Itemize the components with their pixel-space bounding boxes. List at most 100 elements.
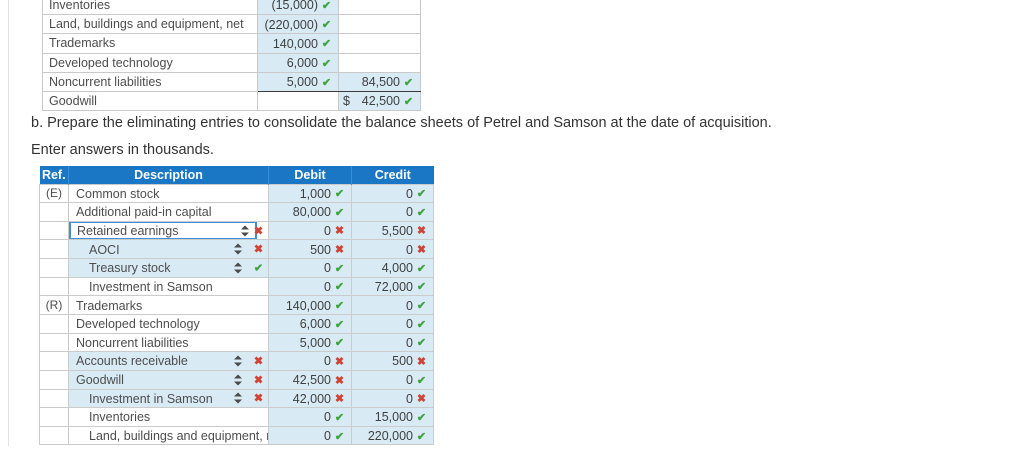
correct-icon: ✔ xyxy=(334,262,345,275)
table-row: Inventories (15,000) ✔ xyxy=(42,0,421,16)
dropdown-spinner-icon xyxy=(233,374,242,386)
amount-cell-empty xyxy=(338,14,421,35)
credit-input[interactable]: 5,500 ✖ xyxy=(351,220,434,241)
credit-input[interactable]: 0 ✔ xyxy=(351,295,434,315)
amount-input[interactable]: (220,000) ✔ xyxy=(257,14,339,35)
ref-cell xyxy=(39,276,69,297)
account-label: Land, buildings and equipment, net xyxy=(68,425,269,446)
ref-cell: (E) xyxy=(39,183,69,204)
account-label: Developed technology xyxy=(68,313,269,334)
correct-icon: ✔ xyxy=(334,281,345,294)
debit-input[interactable]: 140,000 ✔ xyxy=(268,295,352,315)
credit-input[interactable]: 0 ✔ xyxy=(351,183,434,204)
debit-input[interactable]: 0 ✔ xyxy=(268,425,352,446)
credit-input[interactable]: 0 ✔ xyxy=(351,313,434,334)
account-label: Investment in Samson xyxy=(68,276,269,297)
correct-icon: ✔ xyxy=(416,262,427,275)
debit-input[interactable]: 0 ✖ xyxy=(268,220,352,241)
credit-input[interactable]: 0 ✖ xyxy=(351,239,434,260)
ref-cell xyxy=(39,388,69,409)
account-select[interactable]: Investment in Samson ✖ xyxy=(68,388,269,409)
header-description: Description xyxy=(68,166,269,184)
debit-input[interactable]: 0 ✔ xyxy=(268,258,352,278)
table-row: Treasury stock ✔ 0 ✔ 4,000 ✔ xyxy=(39,258,434,278)
debit-input[interactable]: 500 ✖ xyxy=(268,239,352,260)
table-row: Developed technology 6,000 ✔ xyxy=(42,52,421,73)
correct-icon: ✔ xyxy=(416,411,427,424)
correct-icon: ✔ xyxy=(416,430,427,443)
table-row: Retained earnings ✖ 0 ✖ 5,500 ✖ xyxy=(39,220,434,241)
correct-icon: ✔ xyxy=(334,430,345,443)
credit-input[interactable]: 0 ✔ xyxy=(351,202,434,222)
incorrect-icon: ✖ xyxy=(253,243,264,256)
amount-input[interactable]: 6,000 ✔ xyxy=(257,52,339,73)
account-select[interactable]: Goodwill ✖ xyxy=(68,369,269,390)
debit-input[interactable]: 1,000 ✔ xyxy=(268,183,352,204)
dropdown-spinner-icon xyxy=(233,243,242,255)
table-row: Trademarks 140,000 ✔ xyxy=(42,33,421,54)
amount-input[interactable]: 84,500 ✔ xyxy=(338,71,421,92)
table-row: Developed technology 6,000 ✔ 0 ✔ xyxy=(39,313,434,334)
correct-icon: ✔ xyxy=(416,281,427,294)
credit-input[interactable]: 4,000 ✔ xyxy=(351,258,434,278)
incorrect-icon: ✖ xyxy=(416,393,427,406)
table-row: Land, buildings and equipment, net 0 ✔ 22… xyxy=(39,425,434,446)
incorrect-icon: ✖ xyxy=(253,392,264,405)
account-dropdown-focused[interactable]: Retained earnings xyxy=(69,222,257,239)
credit-input[interactable]: 0 ✔ xyxy=(351,369,434,390)
amount-input[interactable]: 5,000 ✔ xyxy=(257,71,339,92)
table-row: Investment in Samson ✖ 42,000 ✖ 0 ✖ xyxy=(39,388,434,409)
instruction-part-b: b. Prepare the eliminating entries to co… xyxy=(31,115,772,131)
ref-cell xyxy=(39,369,69,390)
account-select[interactable]: Retained earnings ✖ xyxy=(68,220,269,241)
account-select[interactable]: Accounts receivable ✖ xyxy=(68,351,269,371)
credit-input[interactable]: 15,000 ✔ xyxy=(351,407,434,427)
incorrect-icon: ✖ xyxy=(334,393,345,406)
table-row: Inventories 0 ✔ 15,000 ✔ xyxy=(39,407,434,427)
credit-input[interactable]: 0 ✔ xyxy=(351,332,434,353)
table-row: Additional paid-in capital 80,000 ✔ 0 ✔ xyxy=(39,202,434,222)
correct-icon: ✔ xyxy=(253,262,264,275)
amount-input[interactable]: $42,500 ✔ xyxy=(338,90,421,112)
debit-input[interactable]: 42,500 ✖ xyxy=(268,369,352,390)
debit-input[interactable]: 42,000 ✖ xyxy=(268,388,352,409)
debit-input[interactable]: 0 ✔ xyxy=(268,276,352,297)
debit-input[interactable]: 80,000 ✔ xyxy=(268,202,352,222)
amount-cell-empty xyxy=(338,0,421,16)
correct-icon: ✔ xyxy=(416,188,427,201)
credit-input[interactable]: 0 ✖ xyxy=(351,388,434,409)
table-row: Goodwill ✖ 42,500 ✖ 0 ✔ xyxy=(39,369,434,390)
ref-cell xyxy=(39,313,69,334)
panel-left-border xyxy=(8,0,9,446)
incorrect-icon: ✖ xyxy=(416,355,427,368)
ref-cell xyxy=(39,407,69,427)
dropdown-spinner-icon xyxy=(233,392,242,404)
credit-input[interactable]: 220,000 ✔ xyxy=(351,425,434,446)
correct-icon: ✔ xyxy=(416,374,427,387)
correct-icon: ✔ xyxy=(334,411,345,424)
correct-icon: ✔ xyxy=(334,206,345,219)
header-credit: Credit xyxy=(351,166,434,184)
account-select[interactable]: AOCI ✖ xyxy=(68,239,269,260)
account-label: Goodwill xyxy=(42,90,258,112)
correct-icon: ✔ xyxy=(416,318,427,331)
table-row: Noncurrent liabilities 5,000 ✔ 0 ✔ xyxy=(39,332,434,353)
table-row: Land, buildings and equipment, net (220,… xyxy=(42,14,421,35)
debit-input[interactable]: 6,000 ✔ xyxy=(268,313,352,334)
header-ref: Ref. xyxy=(39,166,69,184)
credit-input[interactable]: 72,000 ✔ xyxy=(351,276,434,297)
amount-input[interactable]: 140,000 ✔ xyxy=(257,33,339,54)
correct-icon: ✔ xyxy=(321,57,332,70)
ref-cell xyxy=(39,332,69,353)
ref-cell xyxy=(39,220,69,241)
table-row: (R) Trademarks 140,000 ✔ 0 ✔ xyxy=(39,295,434,315)
debit-input[interactable]: 0 ✖ xyxy=(268,351,352,371)
incorrect-icon: ✖ xyxy=(416,244,427,257)
account-label: Trademarks xyxy=(68,295,269,315)
account-select[interactable]: Treasury stock ✔ xyxy=(68,258,269,278)
amount-input[interactable]: (15,000) ✔ xyxy=(257,0,339,16)
credit-input[interactable]: 500 ✖ xyxy=(351,351,434,371)
debit-input[interactable]: 5,000 ✔ xyxy=(268,332,352,353)
debit-input[interactable]: 0 ✔ xyxy=(268,407,352,427)
